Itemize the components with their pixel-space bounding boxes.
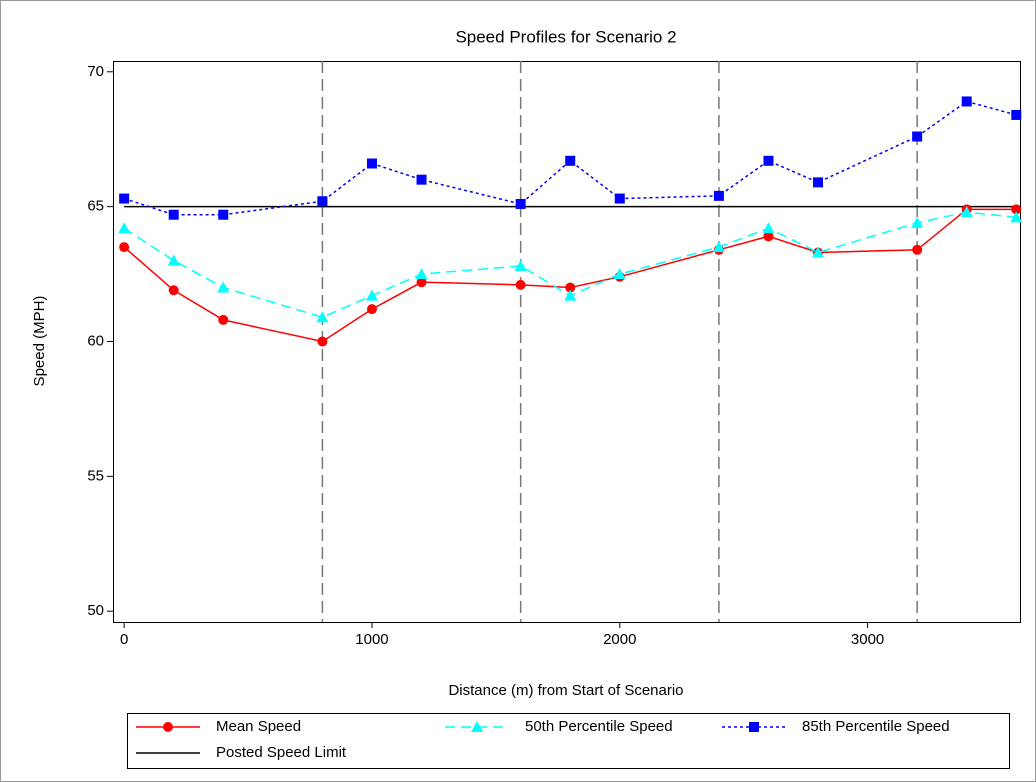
y-axis-label: Speed (MPH) xyxy=(31,296,48,387)
point xyxy=(366,158,377,169)
point xyxy=(317,336,328,347)
x-axis-label: Distance (m) from Start of Scenario xyxy=(448,682,683,699)
point xyxy=(119,242,130,253)
y-tick-label: 65 xyxy=(87,198,104,215)
y-tick-label: 60 xyxy=(87,332,104,349)
point xyxy=(515,279,526,290)
y-tick-label: 55 xyxy=(87,467,104,484)
point xyxy=(762,222,775,234)
point xyxy=(614,193,625,204)
legend-marker xyxy=(749,722,759,732)
point xyxy=(912,131,923,142)
point xyxy=(514,259,527,271)
point xyxy=(911,216,924,228)
chart-title: Speed Profiles for Scenario 2 xyxy=(455,27,676,46)
legend-label: 85th Percentile Speed xyxy=(802,718,950,735)
point xyxy=(416,277,427,288)
point xyxy=(812,246,825,258)
point xyxy=(168,209,179,220)
point xyxy=(168,285,179,296)
point xyxy=(218,209,229,220)
point xyxy=(415,268,428,280)
legend-marker xyxy=(163,722,173,732)
point xyxy=(960,206,973,218)
legend-label: Posted Speed Limit xyxy=(216,744,347,761)
point xyxy=(1010,211,1023,223)
legend-label: Mean Speed xyxy=(216,718,301,735)
point xyxy=(515,198,526,209)
y-tick-label: 70 xyxy=(87,63,104,80)
point xyxy=(961,96,972,107)
plot-area xyxy=(113,61,1021,623)
legend-box xyxy=(127,713,1010,769)
point xyxy=(317,196,328,207)
point xyxy=(119,193,130,204)
point xyxy=(217,281,230,293)
point xyxy=(564,289,577,301)
point xyxy=(713,190,724,201)
legend-marker xyxy=(471,721,483,732)
x-tick-label: 2000 xyxy=(603,631,636,648)
point xyxy=(763,155,774,166)
y-tick-label: 50 xyxy=(87,602,104,619)
point xyxy=(565,282,576,293)
point xyxy=(912,244,923,255)
point xyxy=(763,231,774,242)
point xyxy=(416,174,427,185)
x-tick-label: 1000 xyxy=(355,631,388,648)
point xyxy=(316,311,329,323)
point xyxy=(167,254,180,266)
point xyxy=(218,314,229,325)
point xyxy=(366,304,377,315)
point xyxy=(1011,109,1022,120)
point xyxy=(813,177,824,188)
x-tick-label: 3000 xyxy=(851,631,884,648)
point xyxy=(613,268,626,280)
x-tick-label: 0 xyxy=(120,631,128,648)
legend-label: 50th Percentile Speed xyxy=(525,718,673,735)
point xyxy=(118,222,131,234)
point xyxy=(365,289,378,301)
point xyxy=(712,241,725,253)
point xyxy=(565,155,576,166)
point xyxy=(1011,204,1022,215)
